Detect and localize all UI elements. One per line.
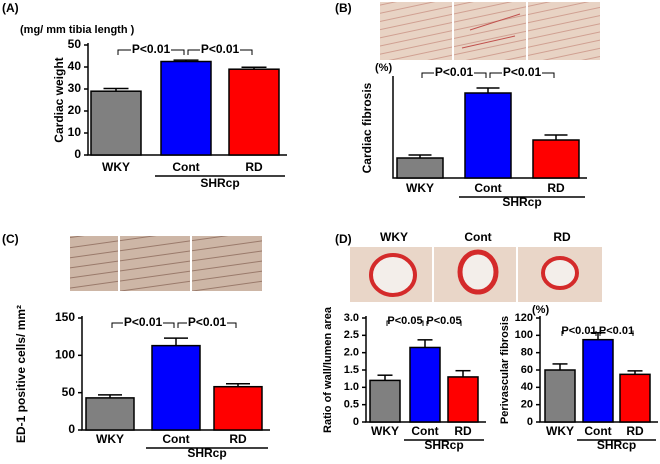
significance-bracket [177, 322, 237, 328]
unit-label: (mg/ mm tibia length ) [20, 24, 135, 36]
p-value: P<0.01 [132, 42, 171, 56]
y-tick-label: 60 [521, 364, 533, 376]
micrographs-d [350, 247, 602, 302]
x-tick-label: RD [245, 160, 263, 174]
p-value: P<0.01 [201, 42, 240, 56]
bar [396, 157, 444, 179]
y-tick-label: 100 [515, 329, 533, 341]
bar [151, 344, 201, 431]
y-axis-label: Ratio of wall/lumen area [322, 306, 334, 433]
panel-label: (D) [335, 232, 352, 246]
group-label: SHRcp [424, 438, 463, 452]
p-value: P<0.01 [435, 65, 474, 79]
bar [213, 385, 263, 431]
x-tick-label: Cont [411, 424, 438, 438]
bar [532, 139, 580, 179]
bar [369, 379, 401, 423]
y-tick-label: 2.0 [344, 347, 359, 359]
x-tick-label: Cont [162, 432, 189, 446]
significance-bracket [187, 49, 253, 55]
x-tick-label: WKY [102, 160, 130, 174]
x-tick-label: WKY [371, 424, 399, 438]
bar [619, 373, 651, 423]
y-tick-label: 0 [68, 422, 75, 436]
y-tick-label: 80 [521, 347, 533, 359]
y-tick-label: 3.0 [344, 312, 359, 324]
group-label: SHRcp [597, 438, 636, 452]
bar [464, 92, 512, 179]
panel-label: (C) [2, 232, 19, 246]
bar [228, 68, 280, 156]
significance-bracket [426, 321, 462, 326]
y-tick-label: 0 [353, 416, 359, 428]
y-tick-label: 20 [68, 103, 82, 117]
x-tick-label: Cont [584, 424, 611, 438]
significance-bracket [599, 330, 634, 336]
y-axis-label: Cardiac fibrosis [360, 82, 374, 173]
bar [90, 90, 142, 156]
x-tick-label: WKY [96, 432, 124, 446]
y-tick-label: 120 [515, 312, 533, 324]
bar [447, 376, 479, 423]
significance-bracket [111, 322, 175, 328]
y-tick-label: 10 [68, 125, 82, 139]
x-tick-label: WKY [546, 424, 574, 438]
bar [85, 397, 135, 431]
y-tick-label: 1.5 [344, 364, 359, 376]
y-tick-label: 20 [521, 399, 533, 411]
x-tick-label: RD [547, 181, 565, 195]
y-tick-label: 0.5 [344, 399, 359, 411]
y-axis-label: ED-1 positive cells/ mm² [14, 305, 28, 443]
p-value: P<0.05 [387, 315, 422, 327]
group-label: SHRcp [187, 446, 226, 460]
y-tick-label: 2.5 [344, 329, 359, 341]
p-value: P<0.01 [599, 325, 634, 337]
p-value: P<0.01 [503, 65, 542, 79]
y-axis-label: Cardiac weight [52, 57, 66, 142]
x-tick-label: Cont [474, 181, 501, 195]
panel-label: (A) [2, 1, 19, 15]
y-tick-label: 50 [62, 385, 76, 399]
y-tick-label: 1.0 [344, 381, 359, 393]
significance-bracket [117, 49, 185, 55]
y-tick-label: 40 [521, 381, 533, 393]
y-tick-label: 30 [68, 81, 82, 95]
p-value: P<0.01 [561, 325, 596, 337]
bar [544, 369, 576, 423]
x-tick-label: RD [454, 424, 472, 438]
unit-label: (%) [375, 62, 392, 74]
significance-bracket [489, 72, 555, 78]
image-label: RD [553, 230, 571, 244]
significance-bracket [421, 72, 487, 78]
group-label: SHRcp [200, 176, 239, 190]
p-value: P<0.01 [124, 315, 163, 329]
y-tick-label: 0 [74, 147, 81, 161]
panel-label: (B) [335, 1, 352, 15]
y-tick-label: 40 [68, 59, 82, 73]
x-tick-label: Cont [172, 160, 199, 174]
y-axis-label: Perivascular fibrosis [499, 316, 511, 424]
p-value: P<0.01 [188, 315, 227, 329]
x-tick-label: WKY [406, 181, 434, 195]
y-tick-label: 0 [527, 416, 533, 428]
bar [160, 60, 212, 156]
x-tick-label: RD [626, 424, 644, 438]
micrographs-c [70, 236, 262, 291]
unit-label: (%) [532, 304, 549, 316]
p-value: P<0.05 [426, 315, 461, 327]
x-tick-label: RD [229, 432, 247, 446]
significance-bracket [561, 331, 597, 336]
micrographs-b [380, 2, 600, 60]
image-label: WKY [380, 230, 408, 244]
y-tick-label: 150 [55, 310, 75, 324]
image-label: Cont [464, 230, 491, 244]
y-tick-label: 100 [55, 348, 75, 362]
axis [392, 76, 587, 179]
group-label: SHRcp [502, 195, 541, 209]
y-tick-label: 50 [68, 37, 82, 51]
significance-bracket [386, 320, 424, 326]
bar [409, 346, 441, 423]
bar [582, 338, 614, 423]
